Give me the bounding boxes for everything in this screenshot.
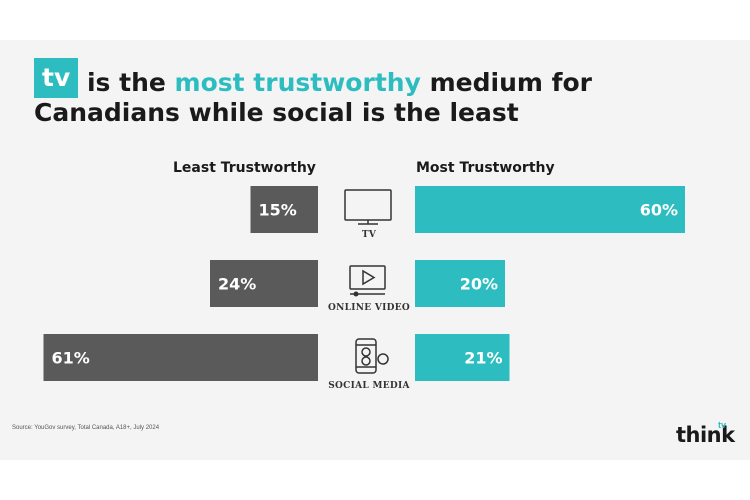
title-line2: Canadians while social is the least bbox=[34, 98, 519, 127]
category-label-0: TV bbox=[362, 230, 377, 240]
title-mid: is the bbox=[86, 68, 166, 97]
bar-label-most-1: 20% bbox=[460, 275, 498, 294]
trust-chart: 15% 60% TV 24% 20% ONLINE VIDEO 61% 21% SOCIAL M… bbox=[43, 186, 685, 391]
page-title: tv is the most trustworthy medium for Ca… bbox=[34, 58, 734, 128]
bar-least-0 bbox=[250, 186, 318, 233]
social-media-icon bbox=[355, 338, 389, 374]
bar-least-1 bbox=[210, 260, 318, 307]
category-label-1: ONLINE VIDEO bbox=[328, 303, 410, 313]
bar-label-least-1: 24% bbox=[218, 275, 256, 294]
bar-most-1 bbox=[415, 260, 505, 307]
tv-icon bbox=[344, 189, 392, 225]
source-note: Source: YouGov survey, Total Canada, A18… bbox=[12, 425, 160, 431]
tv-badge: tv bbox=[34, 58, 79, 98]
most-trustworthy-heading: Most Trustworthy bbox=[416, 160, 555, 176]
bar-label-most-0: 60% bbox=[640, 201, 678, 220]
bar-label-least-2: 61% bbox=[52, 349, 90, 368]
online-video-icon bbox=[349, 265, 386, 297]
category-label-2: SOCIAL MEDIA bbox=[328, 381, 410, 391]
bar-most-2 bbox=[415, 334, 510, 381]
title-highlight: most trustworthy bbox=[174, 68, 421, 97]
bar-least-2 bbox=[43, 334, 318, 381]
thinktv-logo-sup: tv bbox=[718, 420, 727, 430]
thinktv-logo: think bbox=[676, 423, 735, 447]
title-end: medium for bbox=[429, 68, 592, 97]
bar-most-0 bbox=[415, 186, 685, 233]
bar-label-least-0: 15% bbox=[259, 201, 297, 220]
slide-panel: tv is the most trustworthy medium for Ca… bbox=[0, 40, 750, 460]
least-trustworthy-heading: Least Trustworthy bbox=[173, 160, 316, 176]
bar-label-most-2: 21% bbox=[464, 349, 502, 368]
